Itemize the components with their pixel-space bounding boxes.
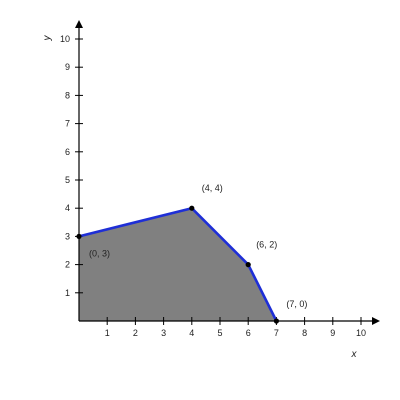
x-tick-label: 7	[274, 328, 279, 338]
x-tick-label: 5	[217, 328, 222, 338]
y-tick-label: 7	[65, 119, 70, 129]
axes-layer: 1 2 3 4 5 6 7 8 9 10 1 2 3 4 5 6 7 8 9 10	[60, 20, 380, 338]
point-label: (6, 2)	[256, 240, 277, 250]
vertex-point	[76, 233, 82, 239]
y-tick-label: 8	[65, 90, 70, 100]
vertex-point	[189, 205, 195, 211]
y-tick-label: 4	[65, 203, 70, 213]
x-tick-label: 1	[105, 328, 110, 338]
x-tick-label: 3	[161, 328, 166, 338]
y-tick-label: 10	[60, 34, 70, 44]
x-axis-arrow	[372, 317, 380, 325]
y-tick-label: 5	[65, 175, 70, 185]
boundary-line	[78, 206, 278, 322]
point-label: (0, 3)	[89, 248, 110, 258]
x-tick-label: 4	[189, 328, 194, 338]
y-axis-arrow	[75, 20, 83, 28]
series-layer	[76, 205, 279, 324]
x-tick-label: 10	[356, 328, 366, 338]
x-tick-label: 2	[133, 328, 138, 338]
y-axis-label: y	[42, 35, 53, 42]
vertex-point	[245, 262, 251, 268]
y-tick-label: 3	[65, 231, 70, 241]
y-tick-label: 1	[65, 288, 70, 298]
x-tick-label: 9	[330, 328, 335, 338]
labels-layer: (0, 3) (4, 4) (6, 2) (7, 0)	[89, 183, 307, 309]
point-label: (4, 4)	[202, 183, 223, 193]
y-tick-label: 2	[65, 260, 70, 270]
x-tick-label: 6	[246, 328, 251, 338]
vertex-point	[273, 318, 279, 324]
y-tick-label: 9	[65, 62, 70, 72]
x-axis-label: x	[351, 349, 358, 360]
point-label: (7, 0)	[286, 299, 307, 309]
x-tick-label: 8	[302, 328, 307, 338]
feasible-region	[79, 208, 277, 321]
y-tick-label: 6	[65, 147, 70, 157]
region-layer	[79, 208, 277, 321]
